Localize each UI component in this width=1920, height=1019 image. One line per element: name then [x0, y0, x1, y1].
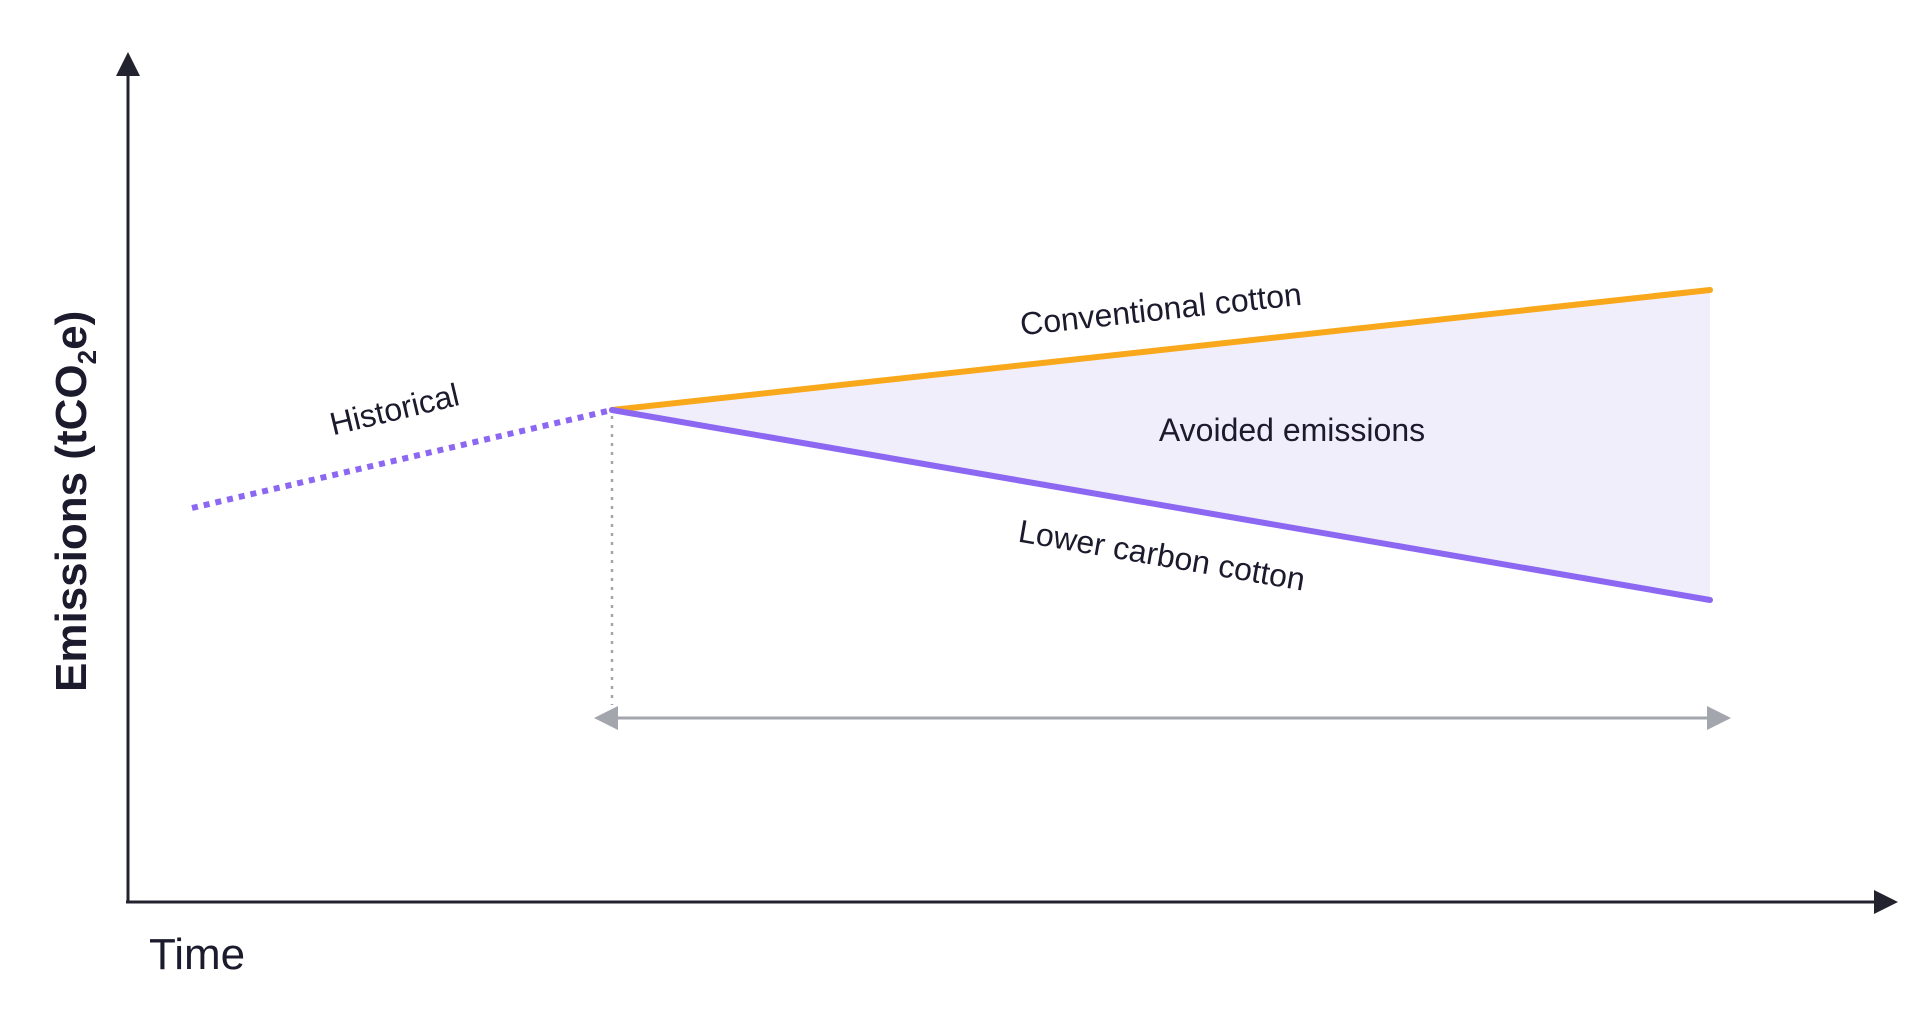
x-axis-arrowhead [1874, 890, 1898, 914]
conventional-cotton-line [609, 287, 1713, 413]
avoided-emissions-area [612, 290, 1710, 600]
x-axis-label: Time [149, 930, 245, 979]
y-axis-label: Emissions (tCO2e) [47, 311, 102, 692]
conventional-cotton-label: Conventional cotton [1018, 276, 1303, 342]
lower-carbon-cotton-line [609, 407, 1713, 603]
y-axis-arrowhead [116, 52, 140, 76]
time-span-arrow [594, 706, 1731, 730]
y-axis-label-text: Emissions (tCO2e) [47, 311, 102, 692]
axes [116, 52, 1898, 914]
y-axis-label-main: Emissions (tCO [47, 364, 96, 692]
time-span-arrow-left-head [594, 706, 618, 730]
historical-label: Historical [326, 376, 462, 442]
time-span-arrow-right-head [1707, 706, 1731, 730]
y-axis-label-suffix: e) [47, 311, 96, 350]
avoided-emissions-label: Avoided emissions [1159, 412, 1425, 448]
y-axis-label-subscript: 2 [72, 350, 102, 364]
